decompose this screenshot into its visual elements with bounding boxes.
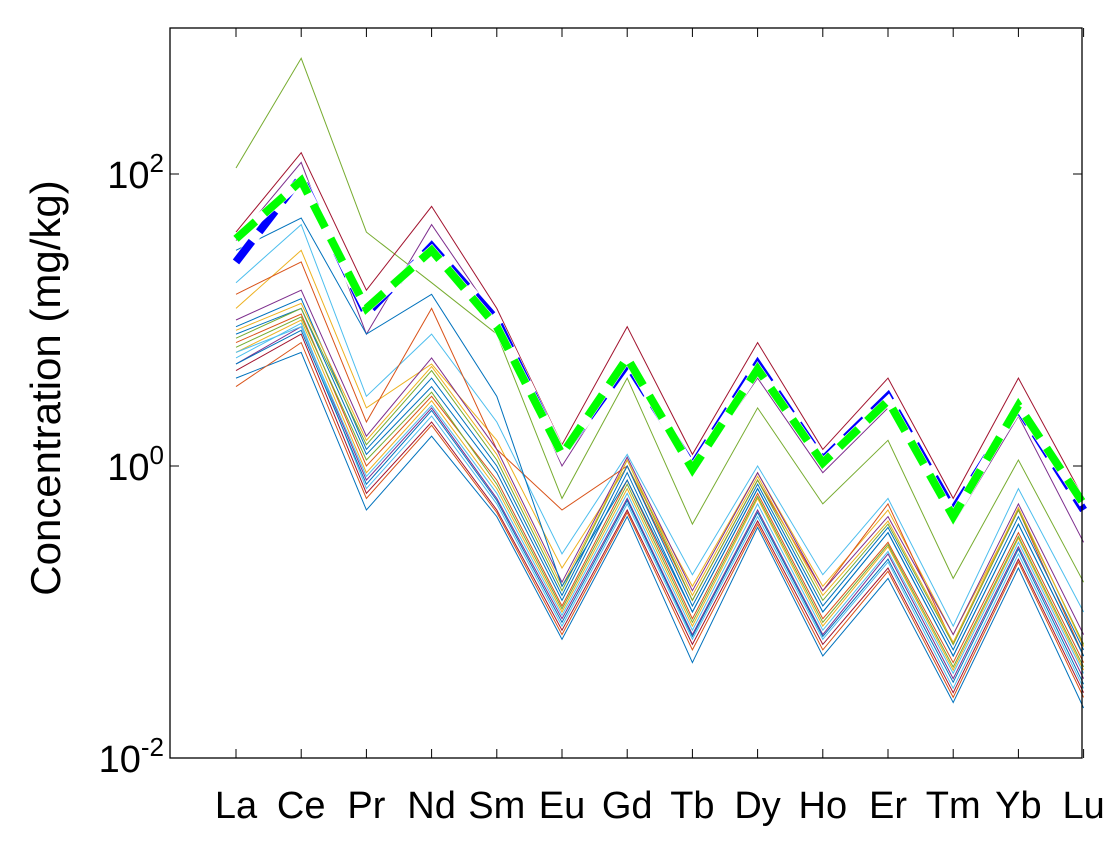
y-tick-label: 100 (107, 440, 164, 489)
y-tick-label: 10-2 (99, 732, 164, 781)
x-tick-label-er: Er (869, 785, 907, 827)
series-line-19 (235, 326, 1085, 675)
x-tick-label-sm: Sm (468, 785, 525, 827)
series-line-17 (235, 302, 1085, 647)
x-tick-label-ce: Ce (277, 785, 326, 827)
x-tick-label-eu: Eu (539, 785, 585, 827)
series-line-16 (235, 307, 1085, 646)
x-tick-label-dy: Dy (734, 785, 780, 827)
series-line-20 (235, 329, 1085, 685)
x-tick-label-tm: Tm (926, 785, 981, 827)
x-tick-label-tb: Tb (670, 785, 714, 827)
series-line-15 (235, 341, 1085, 699)
series-line-11 (235, 322, 1085, 690)
x-tick-label-nd: Nd (407, 785, 456, 827)
series-line-13 (235, 298, 1085, 651)
x-tick-labels: La Ce Pr Nd Sm Eu Gd Tb Dy Ho Er Tm Yb Lu (215, 785, 1105, 827)
x-tick-label-ho: Ho (799, 785, 848, 827)
series-line-3 (235, 223, 1085, 628)
x-tick-label-la: La (215, 785, 258, 827)
series-line-14 (235, 351, 1085, 709)
series-line-8 (235, 319, 1085, 672)
series-line-10 (235, 316, 1085, 669)
series-line-7 (235, 313, 1085, 664)
series-line-5 (235, 261, 1085, 657)
x-tick-label-gd: Gd (602, 785, 653, 827)
x-tick-label-pr: Pr (347, 785, 385, 827)
plot-area-frame (169, 27, 1083, 759)
tick-layer (170, 28, 1085, 759)
x-tick-label-lu: Lu (1062, 785, 1104, 827)
series-line-1 (235, 151, 1085, 500)
series-layer (232, 57, 1088, 709)
y-axis-label: Concentration (mg/kg) (22, 180, 69, 596)
y-tick-labels: 10-2 100 102 (99, 148, 164, 781)
series-line-23 (233, 174, 1087, 525)
series-line-21 (235, 217, 1085, 658)
series-line-12 (235, 333, 1085, 694)
x-tick-label-yb: Yb (995, 785, 1041, 827)
y-tick-label: 102 (107, 148, 164, 197)
series-line-18 (235, 289, 1085, 636)
series-line-4 (235, 249, 1085, 645)
series-line-0 (235, 57, 1085, 583)
series-line-9 (235, 325, 1085, 680)
